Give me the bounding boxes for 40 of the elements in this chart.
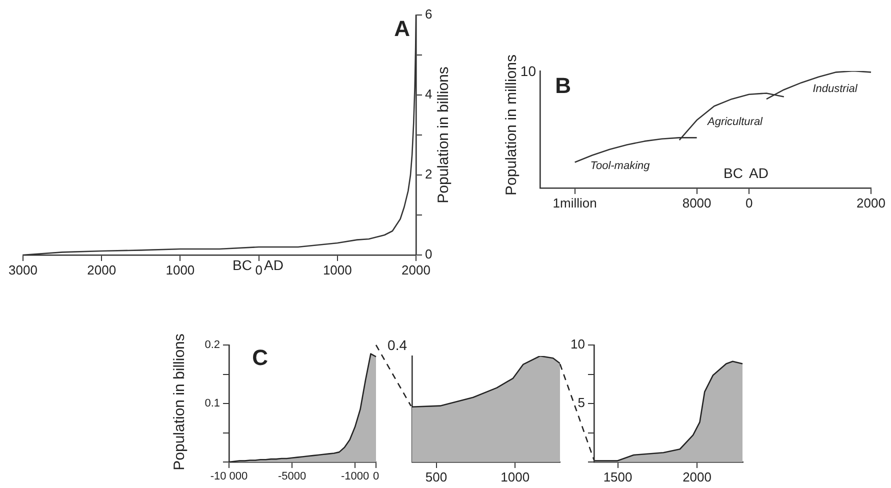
x-tick-label: 3000 — [8, 262, 38, 278]
y-tick-label: 0.2 — [204, 339, 220, 352]
x-tick-label: 2000 — [856, 195, 886, 210]
y-axis-title: Population in millions — [503, 54, 520, 196]
y-tick-label: 6 — [425, 6, 432, 22]
y-axis-title: Population in billions — [171, 334, 188, 470]
x-tick-label: 1million — [552, 195, 597, 210]
x-tick-label: 1500 — [603, 469, 632, 484]
y-tick-label: 2 — [425, 166, 432, 182]
text: 10 — [520, 62, 536, 79]
y-tick-label: 0.1 — [204, 398, 220, 410]
x-tick-label: 2000 — [402, 262, 430, 278]
x-tick-label: 1000 — [500, 469, 530, 484]
x-tick-label: -1000 — [340, 470, 370, 483]
chart-title: B — [555, 73, 571, 98]
chart-title: A — [394, 16, 410, 42]
annotation: AD — [749, 164, 768, 181]
series-label: Industrial — [812, 83, 858, 96]
y-tick-label: 5 — [578, 395, 585, 410]
x-tick-label: 500 — [425, 469, 448, 484]
series-label: Tool-making — [590, 160, 651, 172]
x-tick-label: 2000 — [682, 469, 712, 484]
x-tick-label: 2000 — [87, 262, 116, 278]
text: AD — [264, 256, 284, 273]
x-tick-label: 0 — [372, 470, 380, 483]
y-axis-title: Population in billions — [435, 66, 452, 204]
chart-title: C — [252, 345, 268, 370]
y-tick-label: 4 — [425, 86, 432, 102]
x-tick-label: 1000 — [322, 262, 352, 278]
text: 0.4 — [388, 336, 408, 353]
y-tick-label: 0 — [425, 246, 432, 262]
text: BC — [232, 256, 252, 273]
x-tick-label: -10 000 — [210, 470, 248, 483]
x-tick-label: -5000 — [278, 470, 306, 483]
annotation: BC — [724, 164, 743, 181]
x-tick-label: 8000 — [682, 195, 712, 210]
x-tick-label: 0 — [745, 195, 753, 210]
x-tick-label: 0 — [255, 262, 262, 278]
x-tick-label: 1000 — [166, 262, 195, 278]
series-label: Agricultural — [706, 116, 764, 128]
